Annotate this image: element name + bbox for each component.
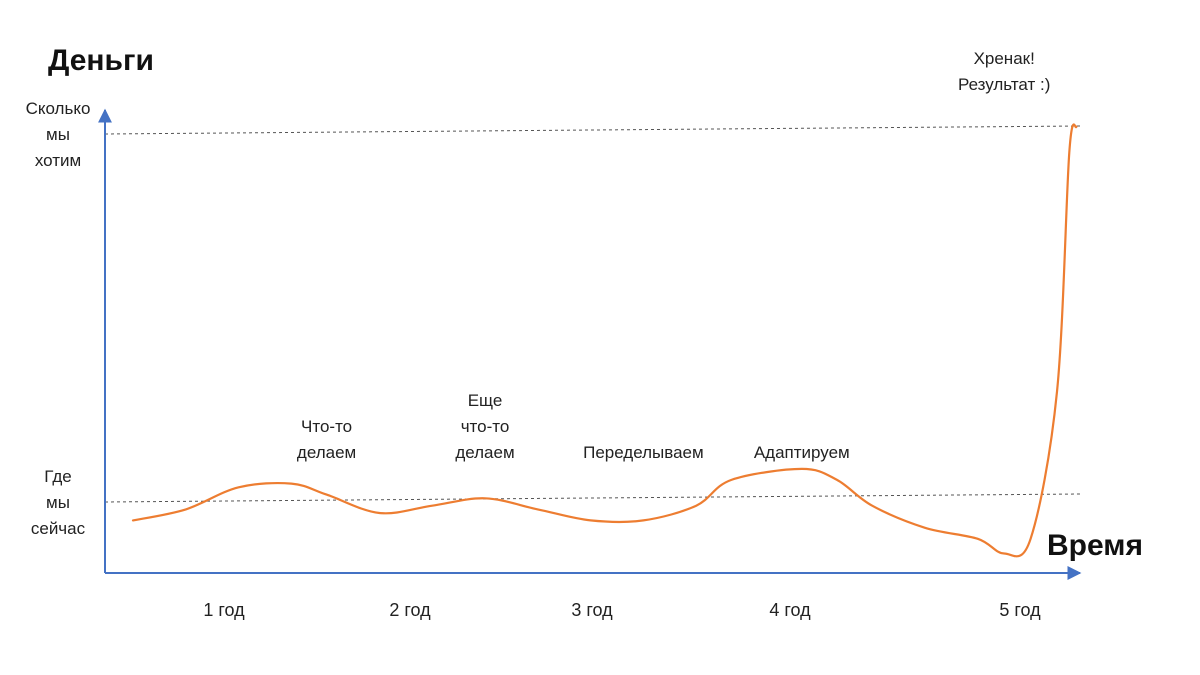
reference-lines: [104, 125, 1081, 503]
reference-line-target: [104, 125, 1081, 135]
annotation-label: Хренак! Результат :): [958, 49, 1050, 94]
annotation-label: Переделываем: [583, 443, 704, 462]
reference-line-now: [104, 493, 1081, 503]
y-level-label-now: Где мы сейчас: [31, 467, 86, 538]
x-tick-labels: 1 год 2 год 3 год 4 год 5 год: [203, 600, 1041, 620]
x-axis-title: Время: [1047, 529, 1143, 562]
y-axis-title: Деньги: [48, 44, 154, 77]
x-tick-label: 1 год: [203, 600, 245, 620]
x-tick-label: 3 год: [571, 600, 613, 620]
annotations: Что-то делаем Еще что-то делаем Переделываем А…: [297, 49, 1050, 462]
annotation-label: Адаптируем: [754, 443, 850, 462]
x-tick-label: 4 год: [769, 600, 811, 620]
annotation-label: Еще что-то делаем: [455, 391, 514, 462]
y-level-labels: Где мы сейчас Сколько мы хотим: [26, 99, 91, 538]
x-tick-label: 2 год: [389, 600, 431, 620]
y-level-label-target: Сколько мы хотим: [26, 99, 91, 170]
series-line: [131, 123, 1078, 558]
x-tick-label: 5 год: [999, 600, 1041, 620]
annotation-label: Что-то делаем: [297, 417, 356, 462]
